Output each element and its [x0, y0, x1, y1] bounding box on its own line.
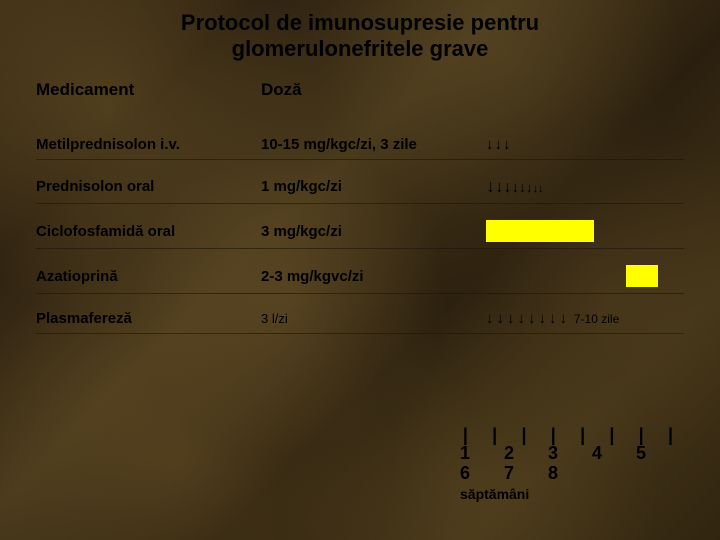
- cell-doza: 2-3 mg/kgvc/zi: [261, 252, 486, 291]
- timeline: |||||||| 1 2 3 4 5 6 7 8 săptămâni: [460, 430, 670, 502]
- cell-graphic: [486, 249, 684, 293]
- cell-medicament: Azatioprină: [36, 252, 261, 291]
- table-row: Ciclofosfamidă oral 3 mg/kgc/zi: [36, 204, 684, 249]
- timeline-ticks: ||||||||: [460, 430, 670, 444]
- table-row: Azatioprină 2-3 mg/kgvc/zi: [36, 249, 684, 294]
- table-header: Medicament Doză: [36, 80, 684, 120]
- cell-doza-text: 3 l/zi: [261, 311, 288, 326]
- graphic-suffix: 7-10 zile: [574, 312, 619, 326]
- duration-bar: [626, 265, 658, 287]
- content-area: Medicament Doză Metilprednisolon i.v. 10…: [36, 80, 684, 334]
- timeline-label: săptămâni: [460, 486, 670, 502]
- table-row: Prednisolon oral 1 mg/kgc/zi ↓↓↓↓↓↓↓↓: [36, 160, 684, 204]
- arrows-icon: ↓↓↓: [486, 136, 512, 153]
- header-medicament: Medicament: [36, 80, 261, 100]
- cell-medicament: Plasmafereză: [36, 294, 261, 333]
- arrows-icon: ↓↓↓↓↓↓↓↓: [486, 310, 570, 327]
- slide-title: Protocol de imunosupresie pentru glomeru…: [0, 0, 720, 63]
- cell-medicament: Prednisolon oral: [36, 162, 261, 201]
- title-line-1: Protocol de imunosupresie pentru: [181, 10, 539, 35]
- cell-doza: 10-15 mg/kgc/zi, 3 zile: [261, 120, 486, 159]
- duration-bar: [486, 220, 594, 242]
- arrows-taper-icon: ↓↓↓↓↓↓↓↓: [486, 179, 544, 195]
- table-row: Plasmafereză 3 l/zi ↓↓↓↓↓↓↓↓ 7-10 zile: [36, 294, 684, 334]
- cell-medicament: Metilprednisolon i.v.: [36, 120, 261, 159]
- cell-medicament: Ciclofosfamidă oral: [36, 207, 261, 246]
- header-doza: Doză: [261, 80, 486, 100]
- slide: Protocol de imunosupresie pentru glomeru…: [0, 0, 720, 540]
- title-line-2: glomerulonefritele grave: [232, 36, 489, 61]
- cell-graphic: ↓↓↓↓↓↓↓↓: [486, 160, 684, 203]
- timeline-numbers: 1 2 3 4 5 6 7 8: [460, 444, 670, 484]
- cell-graphic: ↓↓↓↓↓↓↓↓ 7-10 zile: [486, 294, 684, 333]
- cell-doza: 3 l/zi: [261, 295, 486, 332]
- cell-doza: 3 mg/kgc/zi: [261, 207, 486, 246]
- table-row: Metilprednisolon i.v. 10-15 mg/kgc/zi, 3…: [36, 120, 684, 160]
- cell-graphic: ↓↓↓: [486, 120, 684, 159]
- cell-doza: 1 mg/kgc/zi: [261, 162, 486, 201]
- cell-graphic: [486, 204, 684, 248]
